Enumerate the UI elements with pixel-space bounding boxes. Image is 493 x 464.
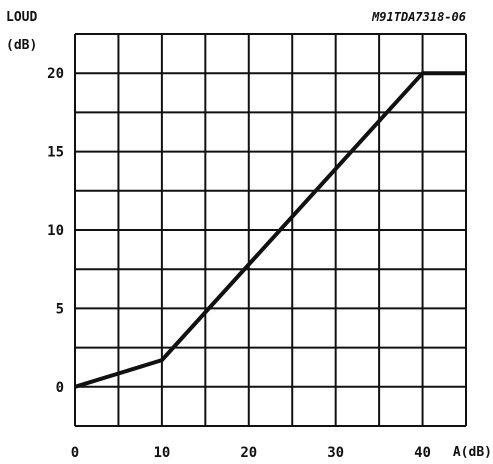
series-layer <box>74 71 466 389</box>
y-tick-label: 15 <box>47 145 64 161</box>
figure-code: M91TDA7318-06 <box>371 10 466 24</box>
y-axis-label-line2: (dB) <box>6 38 37 53</box>
tick-labels: 0 10 20 30 40 0 5 10 15 20 <box>47 66 431 461</box>
x-axis-label: A(dB) <box>453 445 492 460</box>
x-tick-label: 0 <box>71 445 79 461</box>
y-tick-label: 0 <box>56 380 64 396</box>
x-tick-label: 10 <box>153 445 170 461</box>
y-tick-label: 20 <box>47 66 64 82</box>
grid <box>74 33 467 427</box>
x-tick-label: 30 <box>327 445 344 461</box>
x-tick-label: 20 <box>240 445 257 461</box>
y-tick-label: 10 <box>47 223 64 239</box>
y-tick-label: 5 <box>56 301 64 317</box>
y-axis-label-line1: LOUD <box>6 10 37 25</box>
series-line <box>74 71 466 389</box>
x-tick-label: 40 <box>414 445 431 461</box>
